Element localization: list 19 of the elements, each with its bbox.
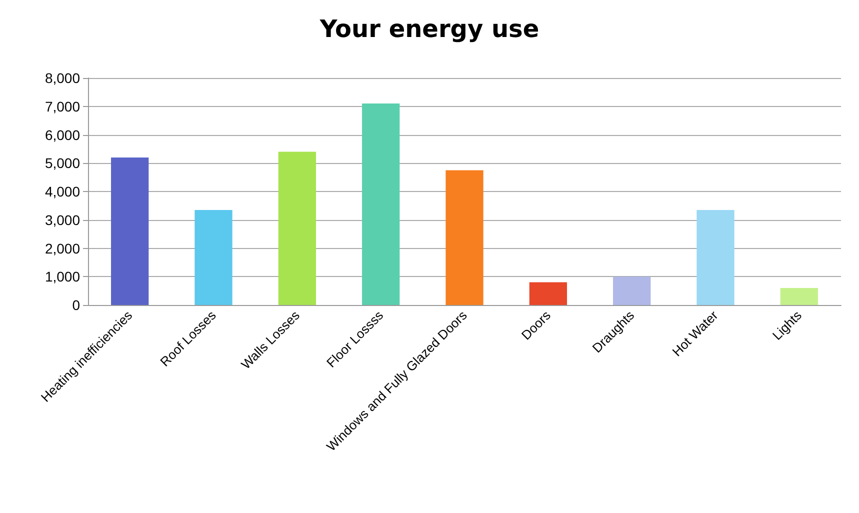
y-tick-label: 4,000 <box>44 184 80 200</box>
bar <box>696 210 734 305</box>
y-tick-label: 8,000 <box>44 70 80 86</box>
y-tick-label: 0 <box>72 297 80 313</box>
chart-title: Your energy use <box>318 15 540 43</box>
bar <box>362 104 400 305</box>
y-tick-label: 2,000 <box>44 240 80 256</box>
y-tick-label: 1,000 <box>44 268 80 285</box>
bar <box>278 152 316 305</box>
y-tick-label: 6,000 <box>44 126 80 143</box>
bar <box>446 170 484 305</box>
bar <box>613 276 651 305</box>
bar <box>194 210 232 305</box>
bar <box>529 282 567 305</box>
y-tick-label: 5,000 <box>44 155 80 172</box>
y-tick-label: 3,000 <box>44 212 80 228</box>
y-tick-label: 7,000 <box>44 98 80 114</box>
bar <box>780 288 818 305</box>
bar <box>111 157 149 305</box>
